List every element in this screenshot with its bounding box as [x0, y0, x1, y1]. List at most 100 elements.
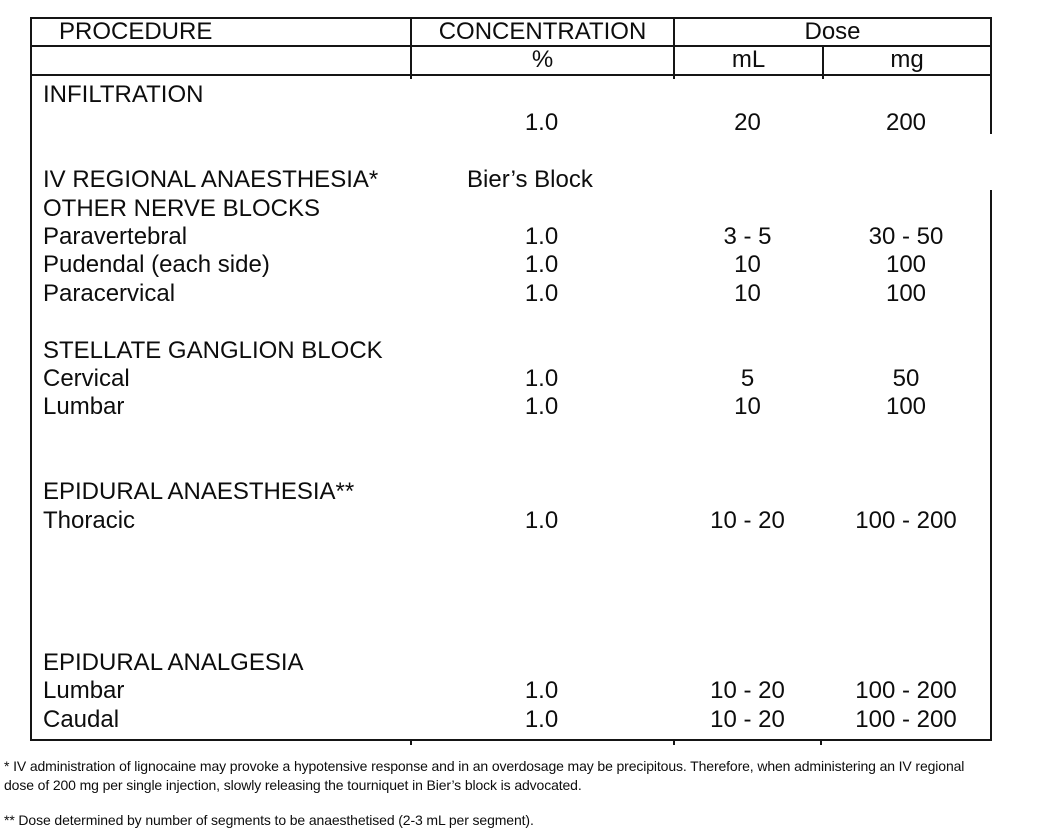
footnote-iv-regional: * IV administration of lignocaine may pr…	[4, 757, 1060, 795]
cell-mg	[822, 649, 990, 677]
cell-concentration	[410, 535, 673, 563]
cell-procedure	[30, 620, 410, 648]
cell-ml: 10	[734, 251, 761, 279]
cell-concentration: Bier’s Block	[467, 166, 593, 194]
table-left-border	[30, 17, 32, 741]
cell-concentration	[410, 620, 673, 648]
cell-concentration	[410, 564, 673, 592]
cell-mg	[822, 81, 990, 109]
cell-ml	[673, 649, 822, 677]
cell-procedure	[30, 564, 410, 592]
cell-procedure	[30, 592, 410, 620]
header-bottom-border	[30, 74, 992, 76]
cell-procedure: EPIDURAL ANAESTHESIA**	[43, 478, 355, 506]
cell-concentration	[410, 337, 673, 365]
col-header-dose: Dose	[804, 18, 861, 45]
cell-ml: 5	[740, 364, 755, 392]
cell-mg	[822, 450, 990, 478]
cell-procedure: STELLATE GANGLION BLOCK	[43, 336, 383, 364]
table-row: EPIDURAL ANALGESIA	[30, 649, 990, 677]
cell-ml	[673, 620, 822, 648]
cell-mg	[822, 337, 990, 365]
cell-procedure: Cervical	[43, 364, 130, 392]
table-right-border-upper	[990, 17, 992, 134]
bottom-tick-1	[410, 739, 412, 745]
cell-procedure: INFILTRATION	[43, 81, 204, 108]
cell-ml	[673, 535, 822, 563]
cell-concentration: 1.0	[524, 705, 559, 733]
cell-mg: 100	[885, 279, 927, 307]
cell-concentration: 1.0	[524, 364, 559, 392]
cell-mg	[822, 422, 990, 450]
table-row: IV REGIONAL ANAESTHESIA* Bier’s Block	[30, 166, 990, 194]
cell-mg	[822, 592, 990, 620]
header-mid-border	[30, 45, 992, 47]
cell-procedure	[30, 138, 410, 166]
table-row: OTHER NERVE BLOCKS	[30, 195, 990, 223]
table-row	[30, 535, 990, 563]
table-row	[30, 308, 990, 336]
cell-mg: 100	[885, 251, 927, 279]
footnote-segments: ** Dose determined by number of segments…	[4, 811, 1060, 830]
table-row: Pudendal (each side) 1.0 10 100	[30, 251, 990, 279]
cell-mg: 50	[892, 364, 920, 392]
cell-procedure: Lumbar	[43, 677, 125, 705]
table-bottom-border	[30, 739, 992, 741]
cell-procedure	[30, 535, 410, 563]
cell-procedure: Thoracic	[43, 506, 136, 534]
cell-ml	[673, 422, 822, 450]
cell-concentration: 1.0	[524, 279, 559, 307]
table-body: INFILTRATION 1.0 20 200 IV REGIONAL ANAESTHE…	[30, 76, 990, 734]
cell-concentration	[410, 649, 673, 677]
cell-ml: 20	[734, 109, 761, 137]
cell-mg	[822, 308, 990, 336]
bottom-tick-2	[673, 739, 675, 745]
cell-procedure: OTHER NERVE BLOCKS	[43, 194, 320, 222]
cell-mg: 100 - 200	[855, 705, 957, 733]
table-row: STELLATE GANGLION BLOCK	[30, 337, 990, 365]
cell-mg	[822, 620, 990, 648]
cell-ml	[673, 138, 822, 166]
cell-ml	[673, 195, 822, 223]
cell-concentration	[410, 81, 673, 109]
cell-concentration	[410, 195, 673, 223]
divider-ml-mg	[822, 45, 824, 79]
cell-procedure: Caudal	[43, 705, 120, 733]
cell-procedure: EPIDURAL ANALGESIA	[43, 648, 304, 676]
cell-concentration: 1.0	[524, 677, 559, 705]
table-right-border-lower	[990, 190, 992, 741]
cell-concentration	[410, 138, 673, 166]
footnote-line: ** Dose determined by number of segments…	[4, 812, 534, 828]
cell-mg	[822, 195, 990, 223]
cell-concentration: 1.0	[524, 251, 559, 279]
table-row	[30, 592, 990, 620]
cell-mg	[822, 138, 990, 166]
cell-ml	[673, 450, 822, 478]
col-header-procedure: PROCEDURE	[59, 18, 213, 45]
table-row: Paravertebral 1.0 3 - 5 30 - 50	[30, 223, 990, 251]
divider-procedure-concentration	[410, 17, 412, 79]
table-row: Thoracic 1.0 10 - 20 100 - 200	[30, 507, 990, 535]
table-row: 1.0 20 200	[30, 109, 990, 137]
cell-ml	[673, 564, 822, 592]
cell-concentration: 1.0	[524, 222, 559, 250]
table-row: INFILTRATION	[30, 81, 990, 109]
cell-mg	[822, 166, 990, 194]
table-row	[30, 138, 990, 166]
cell-ml: 3 - 5	[723, 222, 772, 250]
cell-procedure: Paracervical	[43, 279, 176, 307]
unit-header-ml: mL	[731, 46, 766, 73]
cell-ml: 10 - 20	[710, 705, 785, 733]
footnote-line: dose of 200 mg per single injection, slo…	[4, 777, 582, 793]
cell-concentration: 1.0	[524, 109, 559, 137]
footnote-line: * IV administration of lignocaine may pr…	[4, 758, 965, 774]
cell-mg: 30 - 50	[868, 222, 944, 250]
table-row: Lumbar 1.0 10 100	[30, 393, 990, 421]
cell-concentration	[410, 422, 673, 450]
cell-ml	[673, 478, 822, 506]
table-row	[30, 620, 990, 648]
divider-concentration-dose	[673, 17, 675, 79]
cell-mg	[822, 535, 990, 563]
table-row: Paracervical 1.0 10 100	[30, 280, 990, 308]
